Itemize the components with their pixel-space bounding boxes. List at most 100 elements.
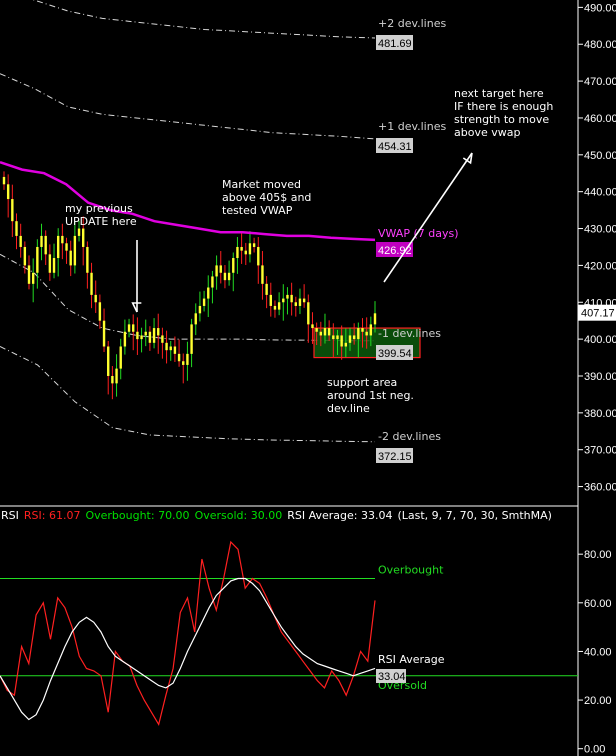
price-tick-label: 400.00 [584,334,616,346]
rsi-header-item: Overbought: 70.00 [85,509,189,522]
annotation-line: support area [327,376,397,389]
target-arrow [383,152,473,283]
rsi-header-item: (Last, 9, 7, 70, 30, SmthMA) [397,509,551,522]
last-price-box [578,304,616,321]
candle-body [177,353,181,362]
band-value: 481.69 [378,38,412,50]
candle-body [111,375,114,384]
band-box [376,448,413,463]
annotation-line: strength to move [454,113,549,126]
rsi-tick-label: 0.00 [584,744,605,756]
rsi-tick-label: 40.00 [584,646,612,658]
rsi-header: RSI RSI: 61.07 Overbought: 70.00 Oversold: … [1,509,552,522]
dev-band-line [0,73,376,140]
target-arrow-head [462,152,473,165]
band-label: -2 dev.lines [378,430,441,443]
candle-body [369,324,373,336]
candle-body [223,272,227,281]
annotations: my previous UPDATE here Market moved above … [65,87,553,415]
candle-body [2,176,6,185]
candle-body [286,294,289,299]
candle-body [107,346,110,376]
candle-body [261,265,264,284]
band-label: +2 dev.lines [378,17,446,30]
candle-body [15,221,18,236]
rsi-average-label: RSI Average [378,653,445,666]
candle-body [6,184,10,200]
candle-body [307,302,310,325]
price-tick-label: 370.00 [584,445,616,457]
band-value: 372.15 [378,451,412,463]
candle-body [186,353,189,365]
rsi-header-item: RSI [1,509,19,522]
vwap-line [0,161,376,242]
candle-body [65,243,68,251]
candle-body [11,199,14,222]
candle-body [136,331,139,340]
candle-body [282,298,285,303]
candle-body [98,302,102,321]
candle-body [198,305,202,314]
rsi-tick-label: 20.00 [584,695,612,707]
candle-body [48,254,52,273]
candle-body [132,324,135,332]
candle-body [240,246,243,251]
price-tick-label: 420.00 [584,260,616,272]
price-tick-label: 380.00 [584,408,616,420]
band-box [376,138,413,153]
candle-body [357,328,360,340]
candle-body [152,328,156,343]
rsi-series-line [0,577,376,721]
candle-body [340,335,343,347]
candle-body [211,276,214,288]
rsi-average-value: 33.04 [378,671,406,683]
candle-body [207,287,210,299]
candle-body [69,250,72,266]
candle-body [332,335,335,340]
candle-body [173,346,177,354]
candle-body [294,302,297,306]
candle-body [44,235,47,255]
candle-body [277,302,281,310]
candle-body [40,235,43,247]
candle-body [327,328,331,336]
price-tick-label: 470.00 [584,76,616,88]
candle-body [373,313,377,325]
candle-body [73,235,77,266]
vwap-label: VWAP (7 days) [378,227,459,240]
annotation-line: next target here [454,87,544,100]
price-tick-label: 450.00 [584,150,616,162]
annotation-text: Market moved above 405$ and tested VWAP [222,178,311,217]
candle-body [61,235,64,244]
band-value: 399.54 [378,348,412,360]
annotation-text: support area around 1st neg. dev.line [327,376,414,415]
annotation-text: my previous UPDATE here [65,202,137,228]
candle-body [202,298,206,306]
rsi-tick-label: 80.00 [584,549,612,561]
candle-body [215,265,218,277]
dev-band-line [32,0,376,39]
price-tick-label: 480.00 [584,39,616,51]
candle-body [236,246,239,259]
band-box [376,345,413,360]
candle-body [82,228,85,247]
candle-body [52,258,56,273]
candle-body [219,265,222,273]
rsi-header-text: RSI RSI: 61.07 Overbought: 70.00 Oversold: … [1,509,552,522]
rsi-tick-label: 60.00 [584,598,612,610]
candle-body [315,328,318,332]
price-axis: 360.00370.00380.00390.00400.00410.00420.… [578,2,616,494]
rsi-axis: 0.00 20.00 40.00 60.00 80.00 [578,549,612,756]
candle-body [144,331,147,336]
candle-body [361,328,364,332]
candle-body [190,324,193,354]
band-label: -1 dev.lines [378,327,441,340]
candle-body [90,272,93,295]
rsi-header-item: RSI Average: 33.04 [287,509,392,522]
candle-body [273,305,277,310]
candle-body [311,324,314,329]
candle-body [323,328,327,336]
price-tick-label: 360.00 [584,482,616,494]
last-price-label: 407.17 [581,308,615,320]
